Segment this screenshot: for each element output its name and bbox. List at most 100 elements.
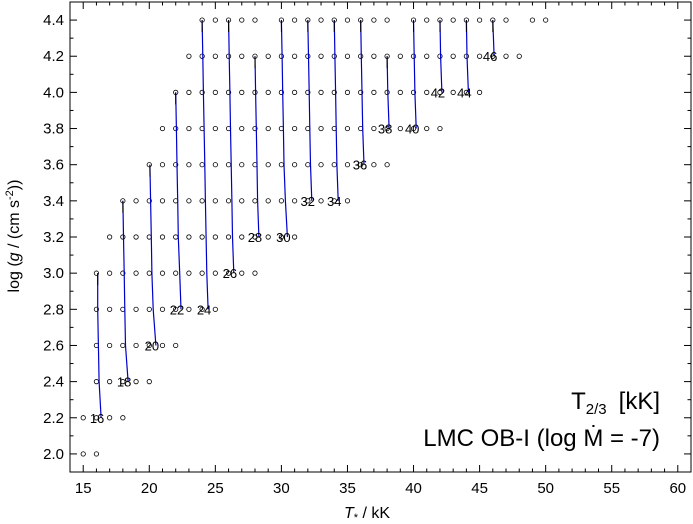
grid-point <box>212 270 218 276</box>
grid-point <box>397 89 403 95</box>
grid-point <box>212 17 218 23</box>
grid-point <box>252 125 258 132</box>
isocontour-line <box>201 20 209 310</box>
annotation-temperature-unit: [kK] <box>619 388 660 415</box>
x-tick-label: 40 <box>405 480 422 497</box>
grid-point <box>133 198 139 204</box>
grid-point <box>318 162 324 168</box>
y-tick-label: 4.2 <box>43 48 64 65</box>
grid-point <box>159 198 166 204</box>
grid-point <box>278 234 285 240</box>
y-tick-label: 2.6 <box>43 337 64 354</box>
x-tick-label: 30 <box>273 480 290 497</box>
grid-point <box>133 234 139 240</box>
grid-point <box>318 198 324 204</box>
x-tick-label: 55 <box>603 480 620 497</box>
grid-point <box>225 234 232 240</box>
grid-point <box>225 270 232 276</box>
grid-point <box>265 198 271 204</box>
grid-point <box>503 53 509 59</box>
grid-point <box>265 162 271 168</box>
grid-point <box>344 198 351 204</box>
annotation-temperature-subscript: 2/3 <box>586 401 607 418</box>
grid-point <box>252 270 258 276</box>
grid-point <box>344 162 351 168</box>
grid-point <box>450 17 456 23</box>
grid-point <box>107 342 113 349</box>
isocontour-line <box>412 20 417 129</box>
annotation-temperature: T2/3 [kK] <box>571 388 660 418</box>
grid-point <box>331 89 337 95</box>
grid-point <box>410 125 417 132</box>
grid-point <box>450 53 456 59</box>
grid-point <box>437 125 443 132</box>
grid-point <box>318 125 324 132</box>
grid-point <box>292 198 298 204</box>
grid-point <box>159 234 166 240</box>
isocontour-line <box>122 200 129 382</box>
grid-point <box>490 53 496 59</box>
grid-point <box>239 270 245 276</box>
x-tick-label: 25 <box>207 480 224 497</box>
y-axis-title: log (g / (cm s-2)) <box>4 180 23 293</box>
grid-point <box>543 17 549 23</box>
grid-point <box>186 306 192 312</box>
grid-point <box>331 198 337 204</box>
grid-point <box>199 53 205 59</box>
grid-point <box>173 306 179 312</box>
annotation-temperature-symbol: T <box>571 388 586 415</box>
grid-point <box>318 89 324 95</box>
y-tick-label: 2.0 <box>43 446 64 463</box>
grid-point <box>212 53 218 59</box>
grid-point <box>173 125 179 132</box>
grid-point <box>173 270 179 276</box>
grid-point <box>410 89 417 95</box>
isocontour-label: 42 <box>431 85 445 100</box>
grid-point <box>186 53 192 59</box>
grid-point <box>212 234 218 240</box>
grid-point <box>292 17 298 23</box>
y-axis-close: )) <box>6 180 23 191</box>
isocontour-line <box>149 164 157 346</box>
isocontour-line <box>465 20 469 93</box>
grid-point <box>371 53 377 59</box>
grid-point <box>371 162 377 168</box>
isocontour-line <box>360 20 365 165</box>
grid-point <box>424 89 430 95</box>
grid-point <box>292 53 298 59</box>
grid-point <box>239 162 245 168</box>
isocontour-label: 16 <box>90 411 104 426</box>
y-tick-label: 3.6 <box>43 157 64 174</box>
grid-point <box>265 89 271 95</box>
grid-point <box>278 198 285 204</box>
isocontour-label: 24 <box>197 302 211 317</box>
grid-point <box>450 89 456 95</box>
isocontour-label: 38 <box>378 122 392 137</box>
grid-point <box>107 415 113 421</box>
grid-point <box>410 53 417 59</box>
grid-point <box>159 306 166 312</box>
grid-point <box>278 53 285 59</box>
grid-point <box>292 234 298 240</box>
grid-point <box>344 53 351 59</box>
isocontour-label: 40 <box>405 122 419 137</box>
y-tick-label: 3.4 <box>43 193 64 210</box>
grid-point <box>146 162 152 168</box>
isocontour-label: 22 <box>170 302 184 317</box>
grid-point <box>371 17 377 23</box>
isocontour-line <box>439 20 443 93</box>
grid-point <box>225 198 232 204</box>
grid-point <box>437 53 443 59</box>
x-tick-label: 50 <box>537 480 554 497</box>
y-tick-label: 2.4 <box>43 374 64 391</box>
grid-point <box>371 89 377 95</box>
grid-point <box>344 89 351 95</box>
grid-point <box>107 270 113 276</box>
grid-point <box>239 89 245 95</box>
grid-point <box>212 306 218 312</box>
grid-points <box>80 17 549 457</box>
isocontour-line <box>333 20 339 201</box>
grid-point <box>371 125 377 132</box>
grid-point <box>384 162 390 168</box>
grid-point <box>212 162 218 168</box>
